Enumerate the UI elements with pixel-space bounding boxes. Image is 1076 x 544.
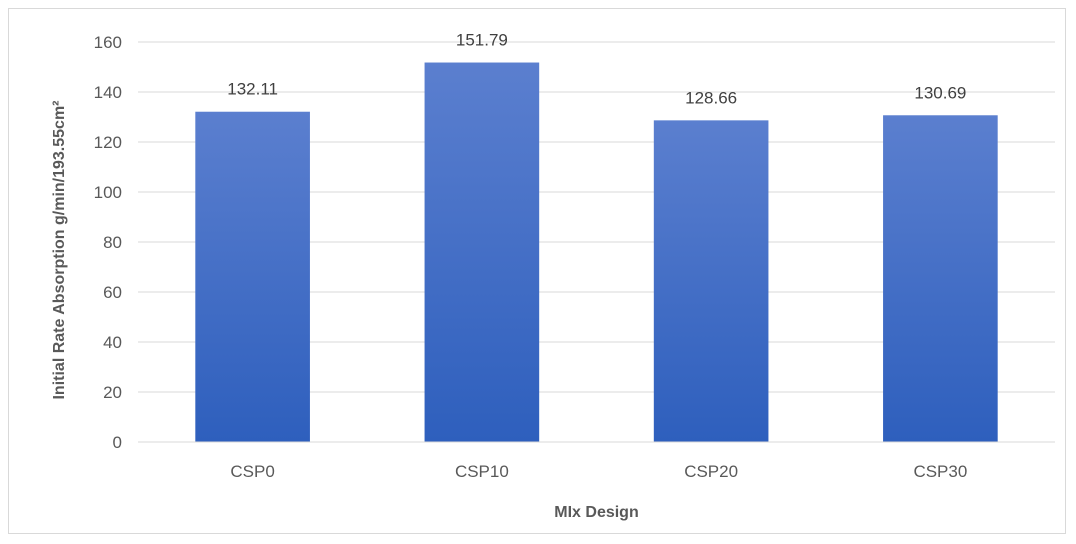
y-axis-ticks: 0 20 40 60 80 100 120 140 160 <box>94 33 122 452</box>
bar-csp10 <box>424 62 540 443</box>
y-tick-label: 40 <box>103 333 122 352</box>
bar-csp20 <box>653 120 769 442</box>
data-label-csp0: 132.11 <box>227 80 278 99</box>
y-tick-label: 160 <box>94 33 122 52</box>
data-label-csp20: 128.66 <box>685 88 737 107</box>
y-tick-label: 80 <box>103 233 122 252</box>
x-tick-label: CSP10 <box>455 462 509 481</box>
y-tick-label: 60 <box>103 283 122 302</box>
bar-csp0 <box>195 111 310 442</box>
data-label-csp30: 130.69 <box>914 83 966 102</box>
y-tick-label: 20 <box>103 383 122 402</box>
x-tick-label: CSP30 <box>913 462 967 481</box>
x-axis-title: MIx Design <box>554 504 638 521</box>
y-axis-title: Initial Rate Absorption g/min/193.55cm² <box>51 100 68 399</box>
x-tick-label: CSP20 <box>684 462 738 481</box>
y-tick-label: 0 <box>113 433 122 452</box>
data-labels: 132.11 151.79 128.66 130.69 <box>227 31 966 108</box>
x-axis-ticks: CSP0 CSP10 CSP20 CSP30 <box>230 462 967 481</box>
x-tick-label: CSP0 <box>230 462 274 481</box>
y-tick-label: 140 <box>94 83 122 102</box>
y-tick-label: 100 <box>94 183 122 202</box>
bars <box>195 62 998 443</box>
bar-csp30 <box>883 115 998 443</box>
data-label-csp10: 151.79 <box>456 31 508 50</box>
y-tick-label: 120 <box>94 133 122 152</box>
